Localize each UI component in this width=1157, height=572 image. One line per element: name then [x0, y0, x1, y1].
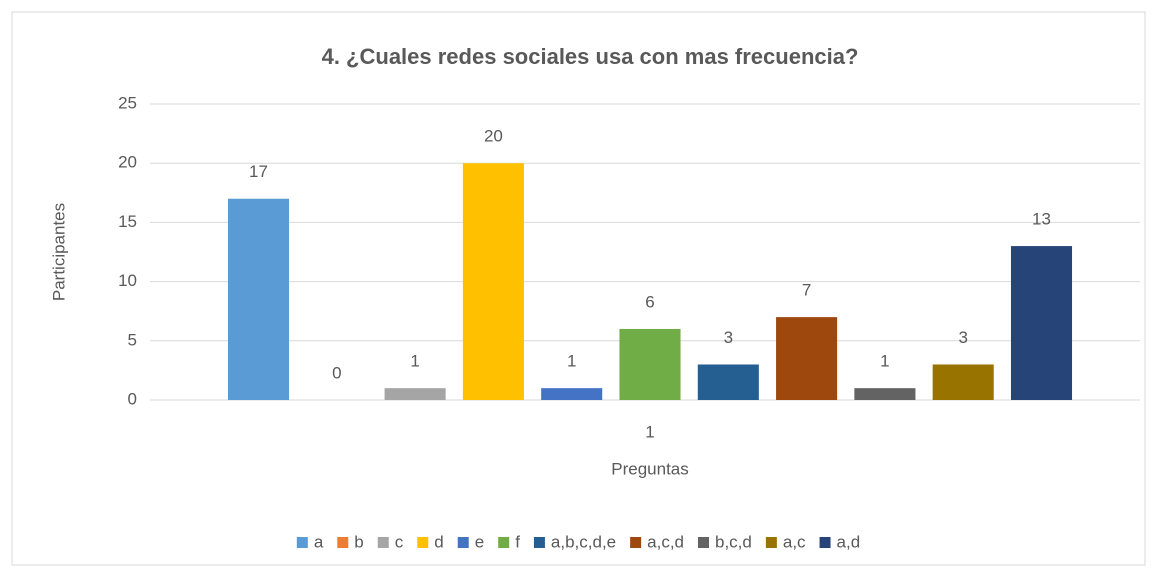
- y-tick-label: 25: [118, 93, 137, 112]
- legend-swatch: [498, 537, 510, 548]
- x-tick-label: 1: [645, 422, 654, 441]
- bar: [932, 364, 994, 400]
- data-label: 13: [1032, 210, 1051, 229]
- y-axis-title: Participantes: [49, 203, 68, 301]
- legend-label: a,c,d: [647, 532, 684, 551]
- bar: [384, 388, 446, 400]
- legend-swatch: [457, 537, 469, 548]
- chart-title: 4. ¿Cuales redes sociales usa con mas fr…: [322, 44, 859, 69]
- legend-swatch: [377, 537, 389, 548]
- bar: [854, 388, 916, 400]
- legend-label: a,d: [837, 532, 861, 551]
- bar: [541, 388, 603, 400]
- legend-label: c: [395, 532, 404, 551]
- legend-swatch: [698, 537, 709, 548]
- bar: [619, 328, 681, 400]
- legend-label: b,c,d: [715, 532, 752, 551]
- data-label: 1: [410, 352, 419, 371]
- y-tick-label: 5: [128, 330, 137, 349]
- data-label: 1: [880, 352, 889, 371]
- y-tick-label: 15: [118, 212, 137, 231]
- legend-swatch: [417, 537, 429, 548]
- data-label: 6: [645, 292, 654, 311]
- data-label: 0: [332, 363, 341, 382]
- bar: [697, 364, 759, 400]
- legend-swatch: [533, 537, 545, 548]
- legend-swatch: [630, 537, 642, 548]
- bar: [1010, 246, 1073, 400]
- legend-label: e: [475, 532, 484, 551]
- data-label: 3: [724, 328, 733, 347]
- y-tick-label: 0: [128, 389, 137, 408]
- legend-swatch: [819, 537, 831, 548]
- legend-label: a: [314, 532, 324, 551]
- chart-frame: [11, 11, 1146, 566]
- data-label: 7: [802, 281, 811, 300]
- legend-label: d: [434, 532, 443, 551]
- data-label: 1: [567, 352, 576, 371]
- x-axis-title: Preguntas: [611, 459, 689, 478]
- legend-swatch: [337, 537, 349, 548]
- bar: [776, 317, 838, 400]
- legend-label: f: [515, 532, 520, 551]
- legend-swatch: [296, 537, 308, 548]
- legend-label: b: [354, 532, 363, 551]
- legend-label: a,b,c,d,e: [551, 532, 616, 551]
- data-label: 20: [484, 127, 503, 146]
- legend-label: a,c: [783, 532, 806, 551]
- bar: [227, 198, 290, 400]
- bar: [462, 163, 524, 400]
- y-tick-label: 20: [118, 153, 137, 172]
- data-label: 17: [249, 162, 268, 181]
- y-tick-label: 10: [118, 271, 137, 290]
- legend-swatch: [765, 537, 777, 548]
- data-label: 3: [958, 328, 967, 347]
